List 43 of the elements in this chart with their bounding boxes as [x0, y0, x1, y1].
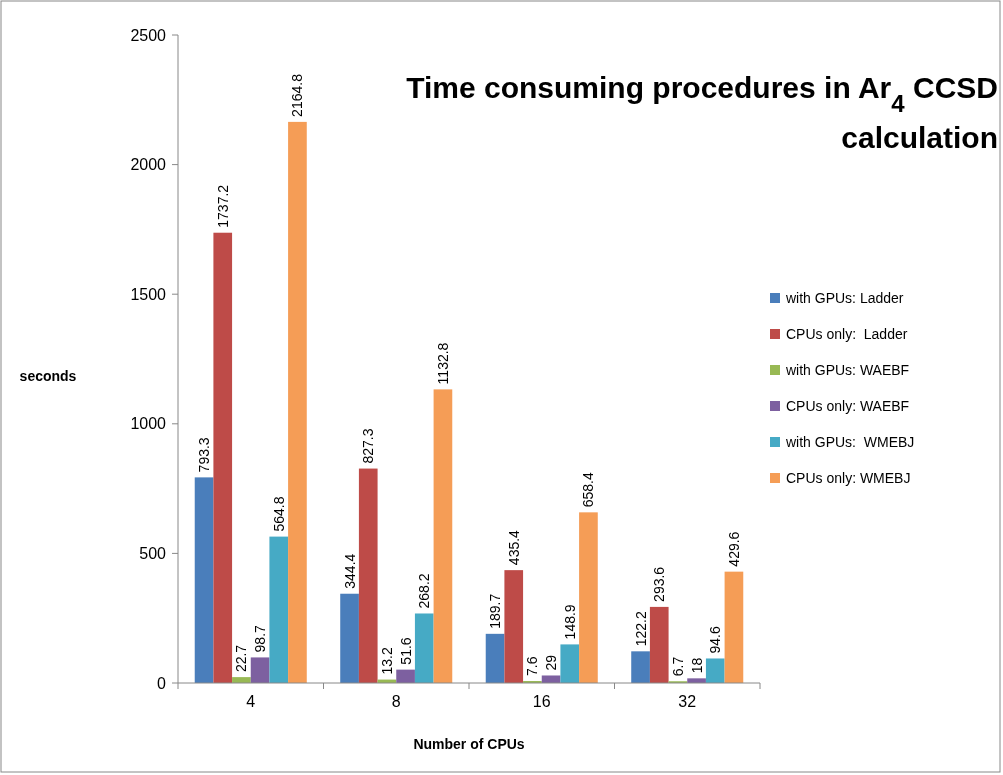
- x-tick-label: 8: [391, 693, 401, 710]
- data-label: 2164.8: [289, 73, 306, 117]
- data-label: 122.2: [632, 611, 649, 647]
- data-label: 189.7: [487, 593, 504, 629]
- text: Time consuming procedures in Ar$_{4}$ CCSD calculation: [406, 71, 998, 154]
- data-label: 6.7: [669, 656, 686, 677]
- data-label: 7.6: [524, 656, 541, 677]
- legend-label: with GPUs: WAEBF: [785, 361, 910, 378]
- data-label: 22.7: [233, 644, 250, 673]
- legend-label: CPUs only: Ladder: [786, 325, 908, 342]
- data-label: 268.2: [416, 573, 433, 609]
- x-tick-label: 16: [532, 693, 551, 710]
- y-tick-label: 2000: [130, 156, 167, 174]
- data-label: 148.9: [561, 604, 578, 640]
- x-axis-title: Number of CPUs: [413, 736, 525, 752]
- y-tick-label: 2500: [130, 26, 167, 44]
- data-label: 827.3: [360, 428, 377, 464]
- y-tick-label: 1000: [130, 415, 167, 433]
- data-label: 13.2: [378, 647, 395, 675]
- data-label: 293.6: [651, 566, 668, 602]
- legend-label: CPUs only: WMEBJ: [786, 469, 911, 486]
- legend-label: with GPUs: Ladder: [785, 289, 904, 306]
- data-label: 435.4: [505, 529, 522, 566]
- data-label: 98.7: [252, 624, 269, 653]
- data-label: 793.3: [196, 437, 213, 473]
- legend-label: CPUs only: WAEBF: [786, 397, 910, 414]
- data-label: 658.4: [580, 472, 597, 508]
- data-label: 1737.2: [214, 184, 231, 228]
- data-label: 94.6: [707, 626, 724, 654]
- data-label: 51.6: [397, 637, 414, 665]
- data-label: 344.4: [341, 553, 358, 589]
- x-tick-label: 32: [678, 693, 697, 710]
- y-tick-label: 1500: [130, 285, 167, 303]
- y-axis-title: seconds: [19, 368, 77, 384]
- data-label: 564.8: [270, 496, 287, 532]
- data-label: 1132.8: [434, 342, 451, 385]
- data-label: 29: [543, 654, 560, 671]
- data-label: 18: [688, 657, 705, 674]
- y-tick-label: 500: [139, 545, 167, 562]
- y-tick-label: 0: [157, 674, 167, 692]
- legend-label: with GPUs: WMEBJ: [785, 433, 915, 450]
- data-label: 429.6: [725, 531, 742, 567]
- x-tick-label: 4: [246, 693, 256, 710]
